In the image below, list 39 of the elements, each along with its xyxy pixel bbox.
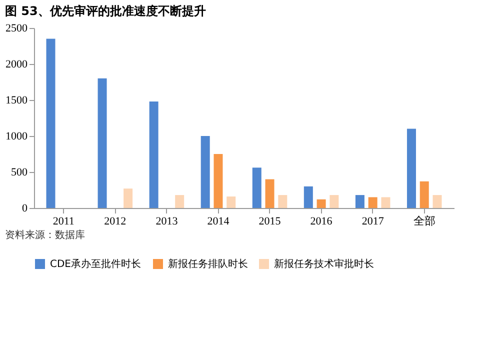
bar: [265, 179, 274, 208]
y-tick-label: 2500: [6, 22, 28, 34]
x-tick-label: 2011: [52, 216, 74, 228]
bar: [420, 181, 429, 208]
bar: [355, 195, 364, 208]
bar: [175, 195, 184, 208]
bar: [316, 199, 326, 208]
bar: [124, 188, 133, 208]
y-tick-label: 0: [22, 202, 28, 214]
bar: [368, 197, 378, 208]
y-tick-label: 2000: [6, 58, 28, 70]
x-tick-label: 2015: [258, 216, 282, 228]
x-tick-label: 2012: [104, 216, 126, 228]
bar: [432, 195, 442, 208]
bar: [406, 128, 416, 208]
x-tick-label: 2013: [156, 216, 178, 228]
y-tick-label: 500: [11, 166, 28, 178]
bar: [98, 78, 107, 208]
bar: [330, 195, 339, 208]
bar: [226, 196, 236, 208]
bar: [278, 195, 288, 208]
y-tick-label: 1000: [6, 130, 28, 142]
bar: [252, 168, 262, 208]
bar: [200, 136, 210, 208]
y-tick-label: 1500: [6, 94, 28, 106]
bar: [46, 38, 56, 208]
x-tick-label: 2016: [310, 216, 333, 228]
x-tick-label: 2017: [362, 216, 384, 228]
legend-label: 新报任务排队时长: [168, 258, 248, 270]
bar: [149, 101, 158, 208]
chart-title: 图 53、优先审评的批准速度不断提升: [5, 4, 206, 18]
x-tick-label: 2014: [207, 216, 230, 228]
legend-label: 新报任务技术审批时长: [274, 258, 374, 270]
bar: [304, 186, 313, 208]
x-tick-label: 全部: [413, 214, 436, 228]
text: 资料来源：数据库: [5, 229, 85, 241]
bar: [381, 197, 390, 208]
legend-label: CDE承办至批件时长: [50, 258, 142, 270]
bar: [214, 154, 223, 208]
